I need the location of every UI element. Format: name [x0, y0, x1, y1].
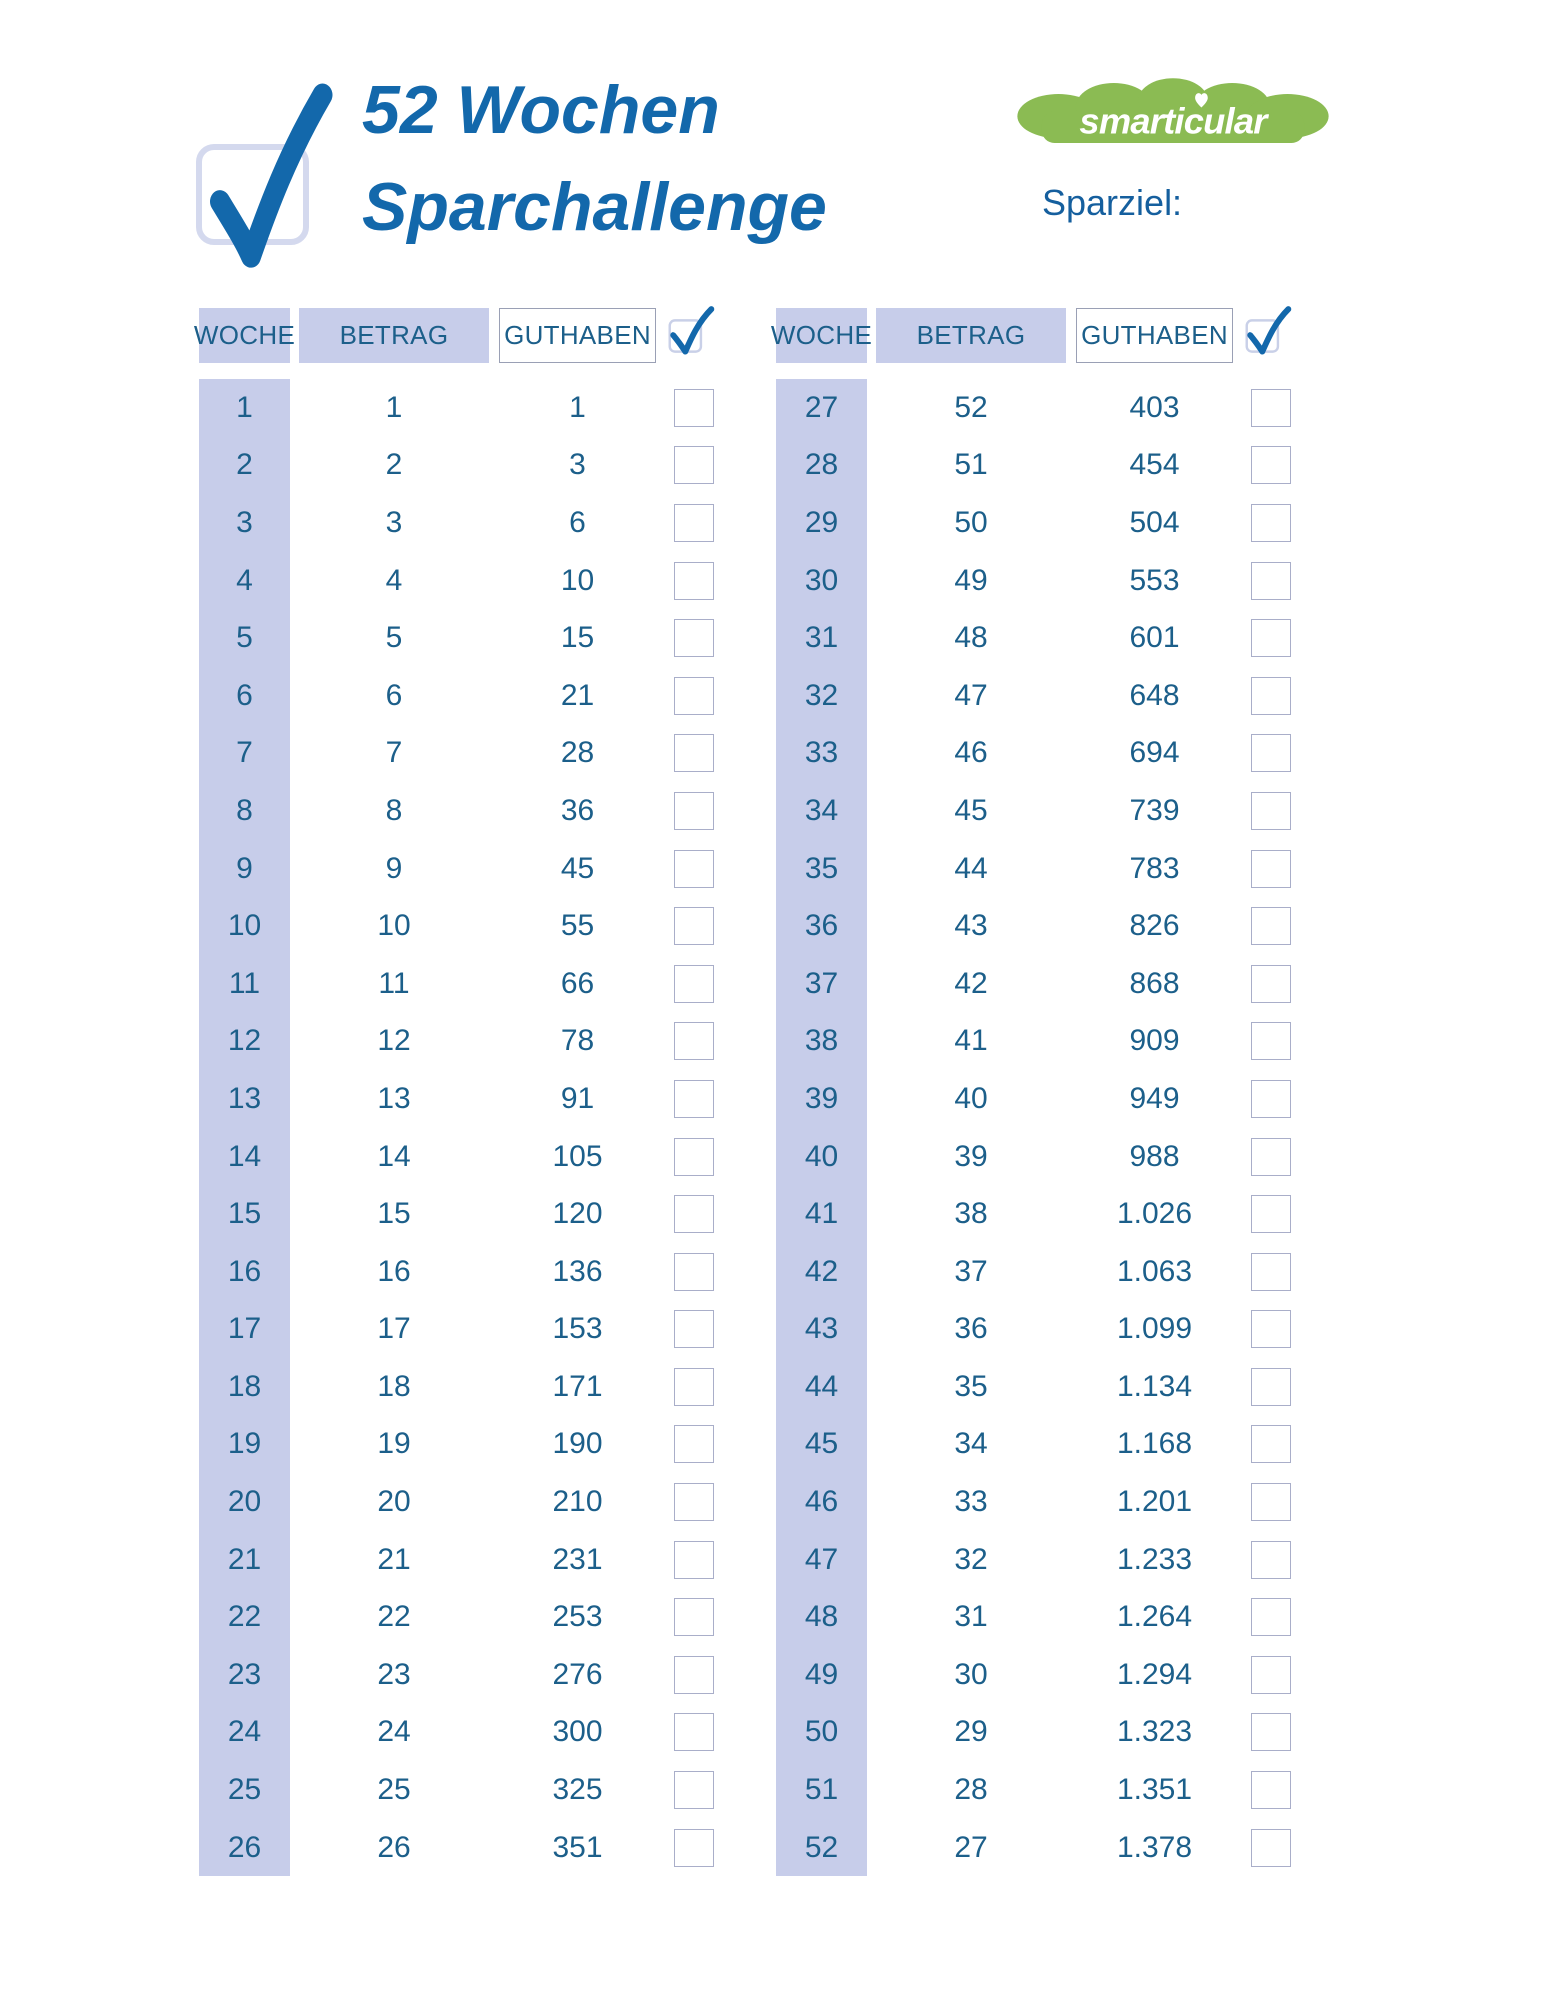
svg-text:smarticular: smarticular [1079, 101, 1269, 142]
